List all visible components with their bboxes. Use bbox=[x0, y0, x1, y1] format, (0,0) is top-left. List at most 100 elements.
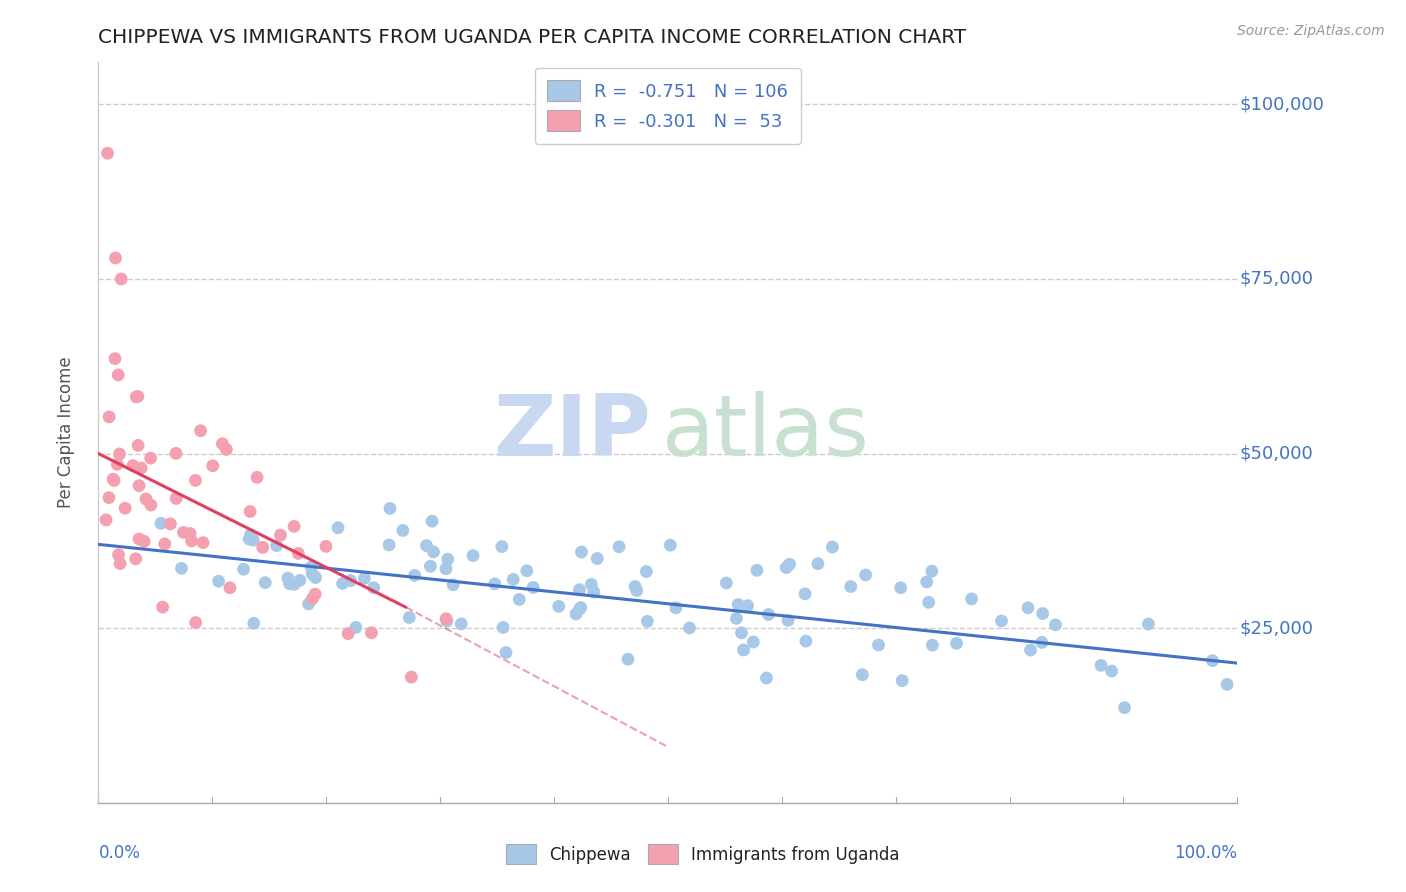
Point bbox=[301, 591, 323, 606]
Point bbox=[326, 521, 349, 535]
Point bbox=[918, 595, 941, 609]
Legend: Chippewa, Immigrants from Uganda: Chippewa, Immigrants from Uganda bbox=[499, 838, 907, 871]
Point bbox=[97, 491, 120, 505]
Point bbox=[415, 539, 437, 553]
Point bbox=[283, 519, 305, 533]
Point bbox=[582, 585, 605, 599]
Point bbox=[266, 539, 288, 553]
Point bbox=[103, 474, 125, 488]
Point bbox=[242, 533, 264, 548]
Y-axis label: Per Capita Income: Per Capita Income bbox=[56, 357, 75, 508]
Point bbox=[945, 636, 967, 650]
Point bbox=[522, 581, 544, 595]
Point bbox=[125, 551, 148, 566]
Text: CHIPPEWA VS IMMIGRANTS FROM UGANDA PER CAPITA INCOME CORRELATION CHART: CHIPPEWA VS IMMIGRANTS FROM UGANDA PER C… bbox=[98, 28, 966, 47]
Point bbox=[211, 436, 233, 450]
Point bbox=[495, 646, 517, 660]
Point bbox=[725, 611, 748, 625]
Point bbox=[659, 538, 682, 552]
Point bbox=[461, 549, 484, 563]
Point bbox=[301, 567, 323, 582]
Text: 0.0%: 0.0% bbox=[98, 844, 141, 862]
Point bbox=[568, 582, 591, 597]
Point bbox=[107, 548, 129, 562]
Point bbox=[165, 491, 187, 506]
Point bbox=[134, 534, 156, 549]
Point bbox=[353, 571, 375, 585]
Point bbox=[315, 539, 337, 553]
Point bbox=[108, 557, 131, 571]
Point bbox=[636, 565, 658, 579]
Point bbox=[990, 614, 1012, 628]
Point bbox=[516, 564, 538, 578]
Point bbox=[450, 616, 472, 631]
Point bbox=[129, 461, 152, 475]
Point bbox=[742, 635, 765, 649]
Point bbox=[139, 498, 162, 512]
Point bbox=[716, 576, 738, 591]
Point bbox=[128, 532, 150, 546]
Point bbox=[441, 578, 464, 592]
Point bbox=[219, 581, 242, 595]
Point bbox=[96, 146, 118, 161]
Point bbox=[779, 558, 801, 572]
Point bbox=[568, 602, 591, 616]
Text: Source: ZipAtlas.com: Source: ZipAtlas.com bbox=[1237, 24, 1385, 38]
Point bbox=[547, 599, 569, 614]
Point bbox=[855, 568, 877, 582]
Point bbox=[1101, 664, 1123, 678]
Point bbox=[180, 533, 202, 548]
Point bbox=[508, 592, 530, 607]
Point bbox=[243, 616, 266, 631]
Text: $25,000: $25,000 bbox=[1240, 619, 1313, 637]
Point bbox=[571, 545, 593, 559]
Point bbox=[436, 552, 458, 566]
Point bbox=[378, 538, 401, 552]
Point bbox=[434, 612, 457, 626]
Point bbox=[170, 561, 193, 575]
Point bbox=[775, 560, 797, 574]
Point bbox=[890, 581, 912, 595]
Point bbox=[304, 587, 326, 601]
Point bbox=[745, 563, 768, 577]
Point bbox=[103, 472, 125, 486]
Point bbox=[159, 516, 181, 531]
Text: ZIP: ZIP bbox=[494, 391, 651, 475]
Point bbox=[1045, 618, 1067, 632]
Point bbox=[239, 504, 262, 518]
Point bbox=[626, 583, 648, 598]
Point bbox=[678, 621, 700, 635]
Point bbox=[105, 457, 128, 471]
Point bbox=[125, 390, 148, 404]
Point bbox=[617, 652, 640, 666]
Point bbox=[586, 551, 609, 566]
Point bbox=[107, 368, 129, 382]
Point bbox=[344, 620, 367, 634]
Point bbox=[190, 424, 212, 438]
Point bbox=[104, 351, 127, 366]
Point bbox=[484, 577, 506, 591]
Point bbox=[737, 599, 759, 613]
Point bbox=[581, 577, 603, 591]
Point bbox=[607, 540, 630, 554]
Point bbox=[392, 524, 415, 538]
Point bbox=[104, 251, 127, 265]
Point bbox=[128, 478, 150, 492]
Point bbox=[304, 570, 326, 584]
Point bbox=[1137, 617, 1160, 632]
Point bbox=[270, 528, 292, 542]
Text: $100,000: $100,000 bbox=[1240, 95, 1324, 113]
Point bbox=[139, 451, 162, 466]
Point bbox=[378, 501, 401, 516]
Point bbox=[184, 615, 207, 630]
Point bbox=[122, 458, 145, 473]
Point bbox=[851, 667, 873, 681]
Point bbox=[135, 491, 157, 506]
Point bbox=[419, 559, 441, 574]
Point bbox=[730, 625, 752, 640]
Point bbox=[108, 447, 131, 461]
Point bbox=[434, 562, 457, 576]
Point bbox=[339, 574, 361, 588]
Point bbox=[153, 537, 176, 551]
Point bbox=[921, 638, 943, 652]
